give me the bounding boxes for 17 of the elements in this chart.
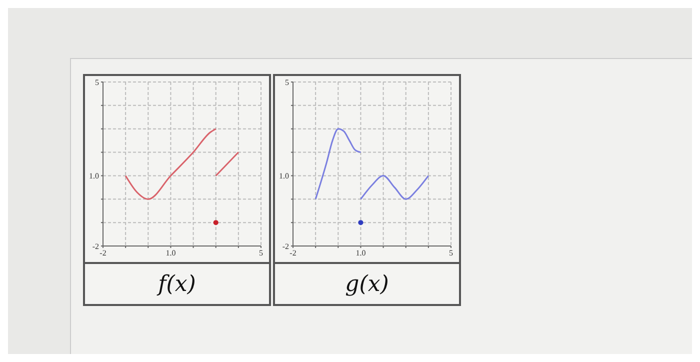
x-tick-label: 5 [259, 248, 263, 258]
x-tick-label: 1.0 [166, 248, 176, 258]
x-tick-label: 1.0 [356, 248, 366, 258]
y-tick-label: 1.0 [279, 172, 289, 181]
y-tick-label: 1.0 [89, 172, 99, 181]
x-axis-title: f(x) [156, 270, 197, 298]
x-tick-label: -2 [290, 248, 296, 258]
line-series [314, 128, 362, 200]
x-tick-label: 5 [449, 248, 453, 258]
x-tick-label: -2 [100, 248, 106, 258]
y-tick-label: 5 [285, 78, 289, 87]
y-tick-label: 5 [95, 78, 99, 87]
y-tick-label: -2 [92, 242, 99, 251]
line-series [124, 128, 217, 200]
x-axis-title: g(x) [344, 270, 390, 298]
y-tick-label: -2 [282, 242, 289, 251]
line-series [360, 174, 430, 200]
